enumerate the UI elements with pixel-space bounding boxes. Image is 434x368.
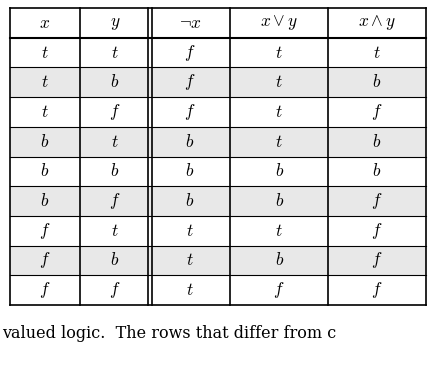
Text: $b$: $b$ <box>275 251 284 269</box>
Text: $b$: $b$ <box>372 132 381 151</box>
Text: $f$: $f$ <box>372 280 383 300</box>
Text: $t$: $t$ <box>186 251 194 269</box>
Text: $b$: $b$ <box>40 192 49 210</box>
Text: $f$: $f$ <box>372 251 383 270</box>
Text: $b$: $b$ <box>110 73 119 91</box>
Text: $f$: $f$ <box>184 43 196 63</box>
Bar <box>10 127 426 156</box>
Bar <box>10 245 426 275</box>
Bar <box>10 67 426 97</box>
Text: $f$: $f$ <box>372 191 383 211</box>
Text: $t$: $t$ <box>275 103 283 121</box>
Text: $b$: $b$ <box>372 162 381 180</box>
Text: $b$: $b$ <box>40 162 49 180</box>
Text: $t$: $t$ <box>186 222 194 240</box>
Text: $b$: $b$ <box>372 73 381 91</box>
Text: $f$: $f$ <box>109 280 121 300</box>
Text: $b$: $b$ <box>275 162 284 180</box>
Text: $f$: $f$ <box>184 102 196 122</box>
Text: $b$: $b$ <box>185 192 194 210</box>
Text: $t$: $t$ <box>275 73 283 91</box>
Text: $t$: $t$ <box>275 132 283 151</box>
Text: $t$: $t$ <box>41 73 49 91</box>
Text: $t$: $t$ <box>111 43 119 61</box>
Text: $f$: $f$ <box>39 251 51 270</box>
Text: valued logic.  The rows that differ from c: valued logic. The rows that differ from … <box>2 325 336 342</box>
Text: $b$: $b$ <box>110 251 119 269</box>
Text: $x$: $x$ <box>39 14 50 32</box>
Text: $t$: $t$ <box>41 103 49 121</box>
Text: $x \vee y$: $x \vee y$ <box>260 13 298 32</box>
Text: $b$: $b$ <box>185 162 194 180</box>
Text: $f$: $f$ <box>184 72 196 92</box>
Text: $f$: $f$ <box>39 280 51 300</box>
Bar <box>10 186 426 216</box>
Text: $t$: $t$ <box>186 281 194 299</box>
Text: $t$: $t$ <box>111 222 119 240</box>
Text: $t$: $t$ <box>275 222 283 240</box>
Text: $f$: $f$ <box>372 102 383 122</box>
Text: $f$: $f$ <box>39 221 51 241</box>
Text: $f$: $f$ <box>109 102 121 122</box>
Text: $f$: $f$ <box>273 280 285 300</box>
Text: $\neg x$: $\neg x$ <box>179 14 201 32</box>
Text: $b$: $b$ <box>275 192 284 210</box>
Text: $f$: $f$ <box>372 221 383 241</box>
Text: $b$: $b$ <box>110 162 119 180</box>
Text: $f$: $f$ <box>109 191 121 211</box>
Text: $x \wedge y$: $x \wedge y$ <box>358 13 396 32</box>
Text: $t$: $t$ <box>111 132 119 151</box>
Text: $b$: $b$ <box>185 132 194 151</box>
Text: $t$: $t$ <box>373 43 381 61</box>
Text: $b$: $b$ <box>40 132 49 151</box>
Text: $t$: $t$ <box>41 43 49 61</box>
Text: $y$: $y$ <box>110 14 120 32</box>
Text: $t$: $t$ <box>275 43 283 61</box>
